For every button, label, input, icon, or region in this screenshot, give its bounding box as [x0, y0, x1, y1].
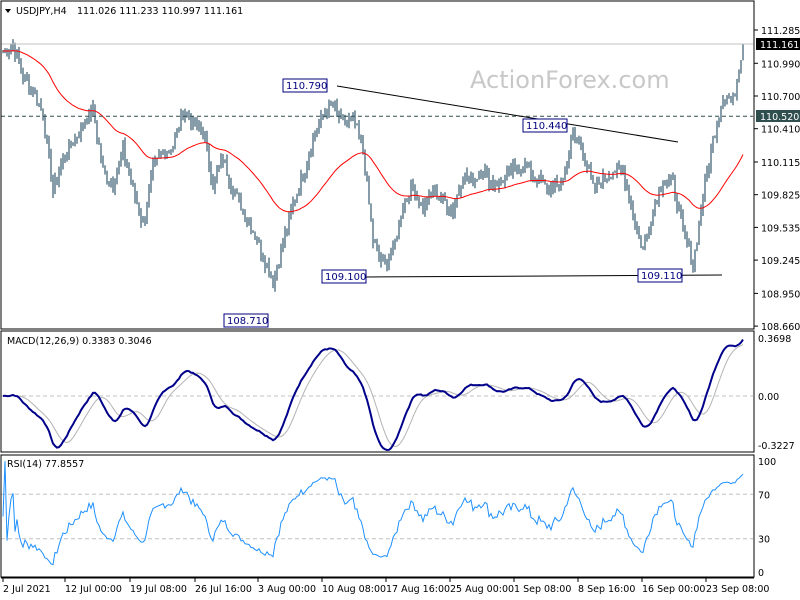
- symbol-label: USDJPY,H4: [16, 6, 67, 17]
- ohlc-values: 111.026 111.233 110.997 111.161: [77, 6, 243, 17]
- y-tick-label: 109.825: [761, 191, 800, 202]
- price-annotation-box: [223, 313, 269, 328]
- x-tick-label: 8 Sep 16:00: [578, 584, 635, 595]
- rsi-tick-label: 0: [758, 568, 764, 579]
- macd-signal-line: [2, 344, 744, 448]
- macd-title: MACD(12,26,9) 0.3383 0.3046: [7, 336, 152, 347]
- price-tag: [756, 38, 800, 50]
- watermark: ActionForex.com: [470, 66, 670, 94]
- price-tag-label: 111.161: [760, 40, 799, 51]
- price-annotation: 110.440: [526, 121, 567, 132]
- y-tick-label: 110.700: [761, 92, 800, 103]
- rsi-tick-label: 100: [758, 457, 776, 468]
- x-tick-label: 16 Sep 00:00: [642, 584, 705, 595]
- y-tick-label: 108.660: [761, 322, 800, 333]
- pane-frame: [0, 0, 755, 330]
- x-tick-label: 2 Jul 2021: [3, 584, 51, 595]
- price-annotation: 110.790: [286, 81, 327, 92]
- macd-tick-label: -0.3227: [758, 441, 795, 452]
- price-annotation: 109.100: [325, 272, 366, 283]
- x-tick-label: 25 Aug 00:00: [450, 584, 514, 595]
- price-annotation-box: [282, 78, 328, 93]
- rsi-tick-label: 70: [758, 490, 770, 501]
- trend-line: [336, 85, 679, 143]
- macd-line: [2, 338, 744, 452]
- price-annotation-box: [637, 268, 683, 283]
- y-tick-label: 109.245: [761, 256, 800, 267]
- x-tick-label: 23 Sep 08:00: [706, 584, 769, 595]
- x-tick-label: 10 Aug 08:00: [322, 584, 386, 595]
- collapse-triangle-icon[interactable]: [5, 9, 11, 13]
- price-annotation-box: [321, 269, 367, 284]
- y-tick-label: 110.410: [761, 125, 800, 136]
- y-tick-label: 111.285: [761, 26, 800, 37]
- pane-frame: [0, 454, 755, 578]
- x-tick-label: 3 Aug 00:00: [258, 584, 316, 595]
- y-tick-label: 108.950: [761, 289, 800, 300]
- y-tick-label: 110.990: [761, 59, 800, 70]
- moving-average-line: [2, 50, 744, 213]
- y-tick-label: 110.115: [761, 158, 800, 169]
- rsi-tick-label: 30: [758, 535, 770, 546]
- price-annotation: 108.710: [227, 316, 268, 327]
- pane-frame: [0, 330, 755, 453]
- price-annotation-box: [522, 118, 568, 133]
- price-tag: [756, 110, 800, 122]
- y-tick-label: 109.535: [761, 223, 800, 234]
- rsi-title: RSI(14) 77.8557: [7, 459, 84, 470]
- rsi-line: [2, 460, 744, 566]
- x-tick-label: 19 Jul 08:00: [130, 584, 187, 595]
- x-tick-label: 17 Aug 16:00: [386, 584, 450, 595]
- x-tick-label: 12 Jul 00:00: [65, 584, 122, 595]
- price-tag-label: 110.520: [760, 112, 799, 123]
- macd-tick-label: 0.3698: [758, 334, 791, 345]
- price-annotation: 109.110: [641, 271, 682, 282]
- x-tick-label: 26 Jul 16:00: [195, 584, 252, 595]
- x-tick-label: 1 Sep 08:00: [514, 584, 571, 595]
- macd-tick-label: 0.00: [758, 392, 779, 403]
